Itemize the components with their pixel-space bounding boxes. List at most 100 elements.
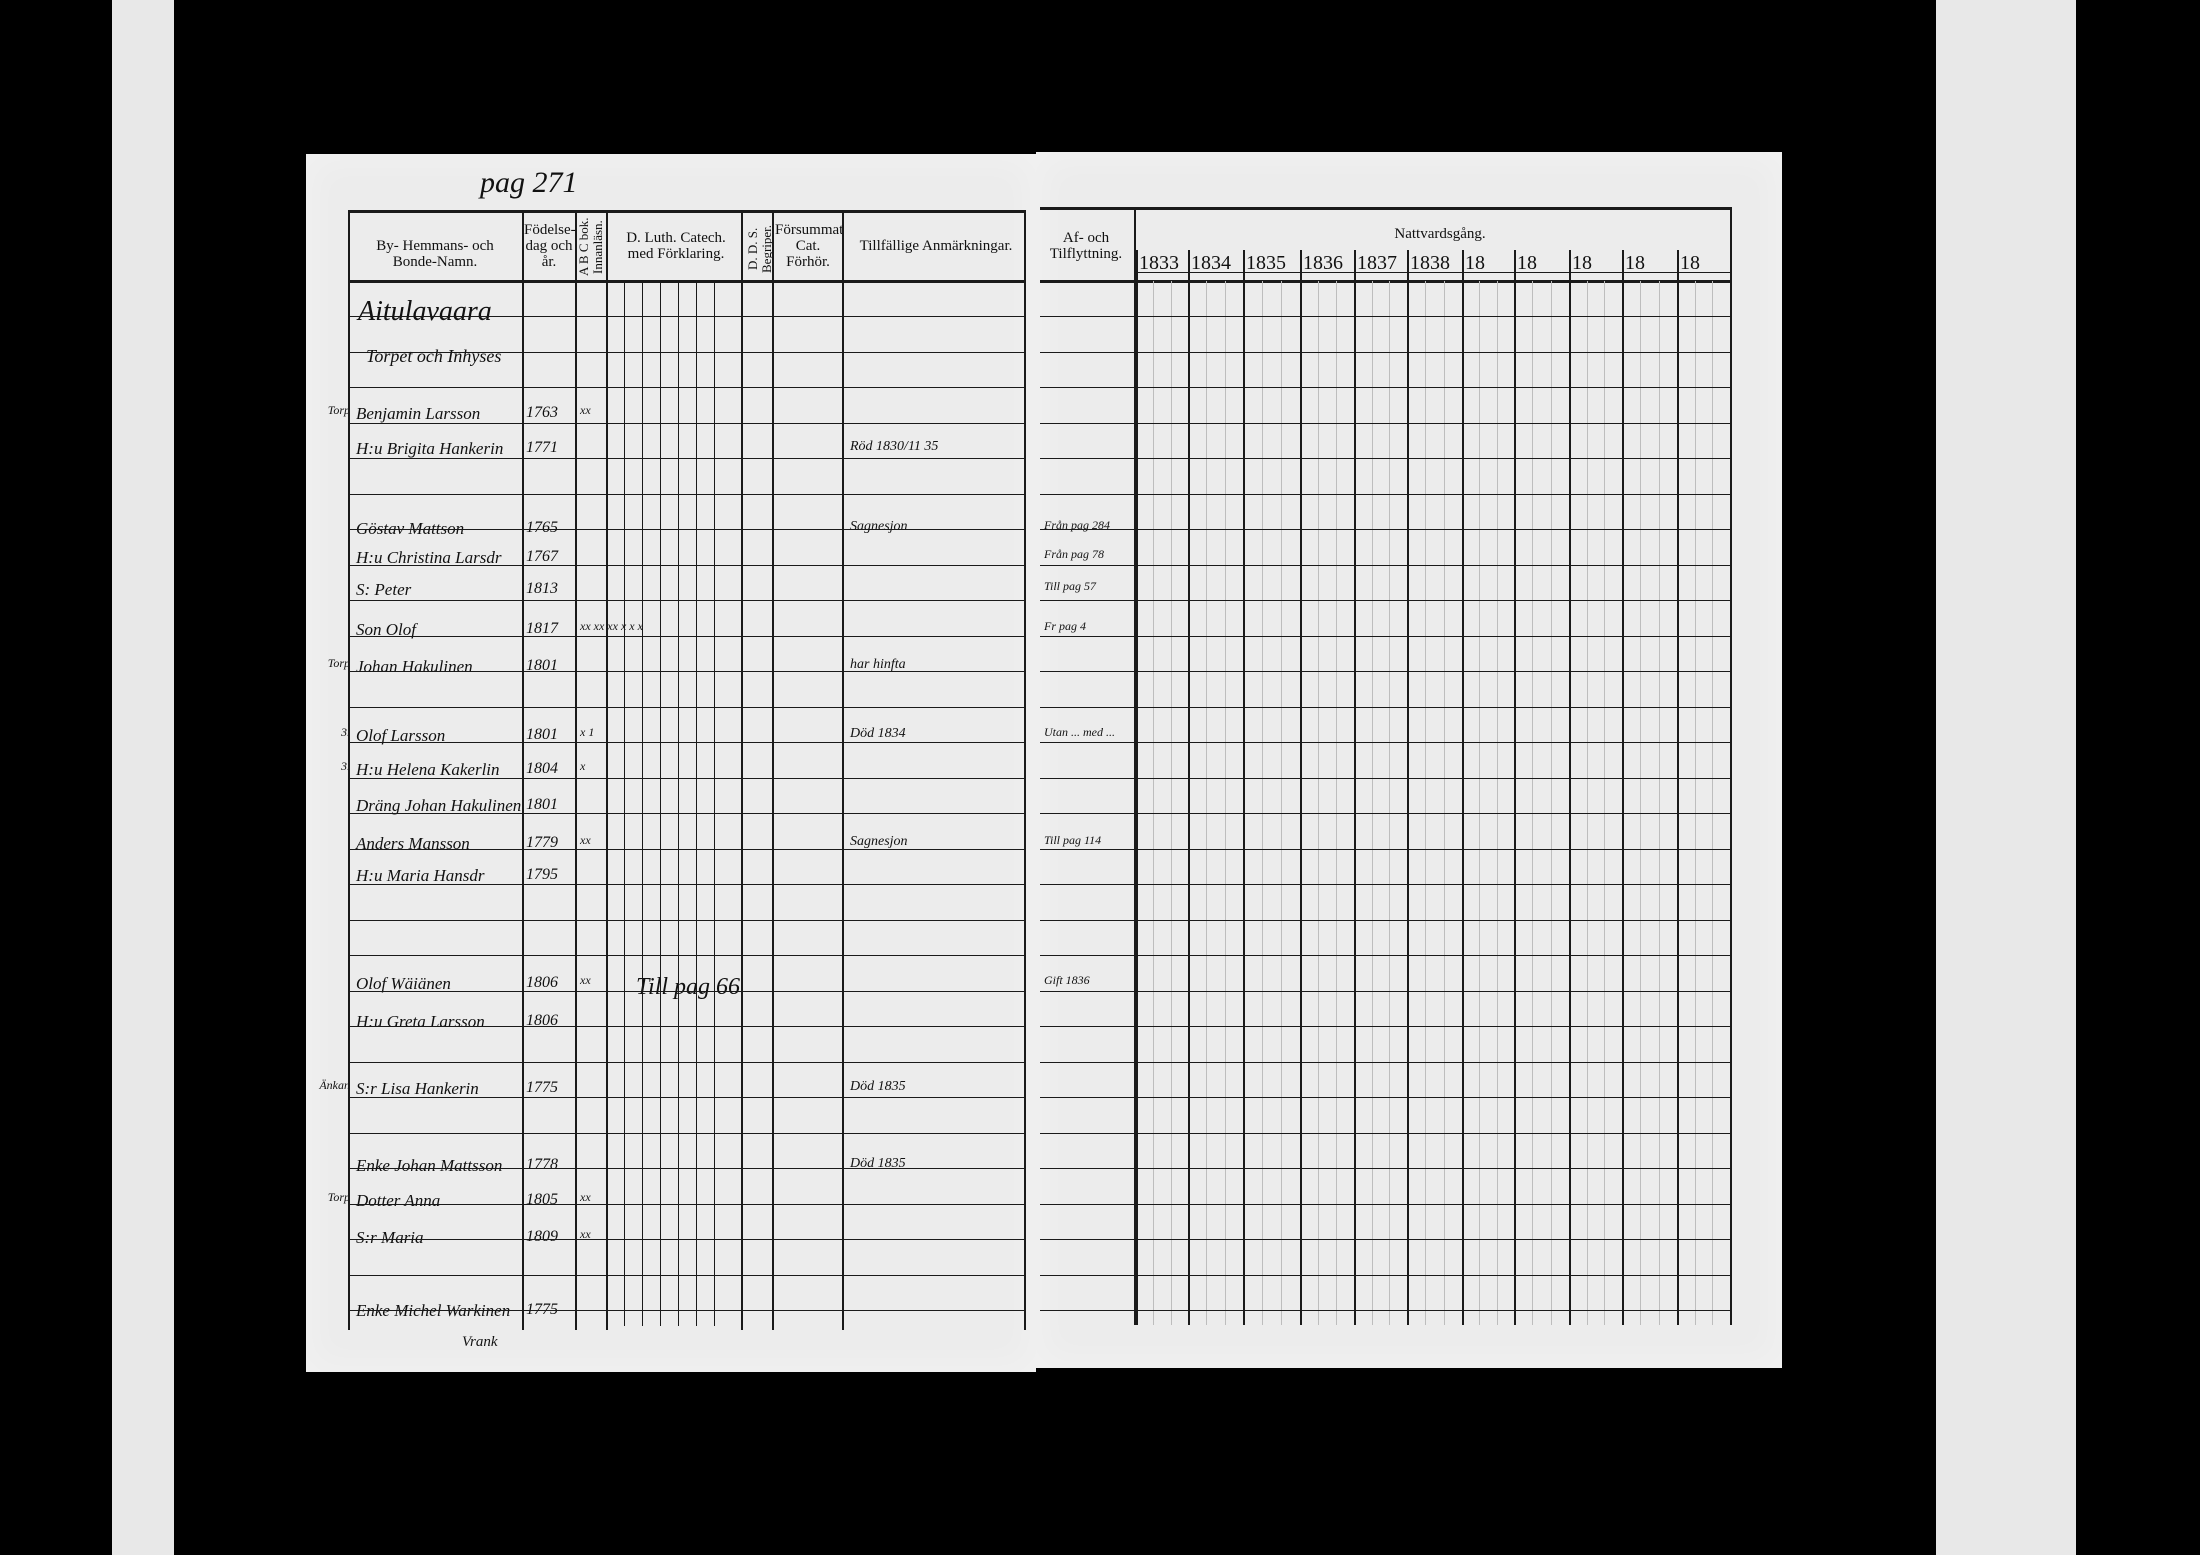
year-header: 18 bbox=[1465, 252, 1485, 274]
rule-line bbox=[1040, 778, 1732, 779]
rule-line bbox=[1318, 281, 1319, 1325]
person-name: S:r Maria bbox=[356, 1228, 424, 1247]
person-name: S:r Lisa Hankerin bbox=[356, 1079, 479, 1098]
person-name: Göstav Mattson bbox=[356, 519, 465, 538]
rule-line bbox=[741, 210, 743, 1330]
birth-year: 1817 bbox=[526, 620, 558, 637]
rule-line bbox=[1262, 281, 1263, 1325]
rule-line bbox=[1040, 387, 1732, 388]
birth-year: 1771 bbox=[526, 439, 558, 456]
rule-line bbox=[1040, 565, 1732, 566]
rule-line bbox=[348, 707, 1024, 708]
person-name: H:u Helena Kakerlin bbox=[356, 760, 500, 779]
rule-line bbox=[1243, 250, 1245, 1325]
rule-line bbox=[1206, 281, 1208, 1325]
birth-year: 1806 bbox=[526, 974, 558, 991]
rule-line bbox=[1040, 494, 1732, 495]
rule-line bbox=[348, 1239, 1024, 1240]
row-prefix: Torp bbox=[327, 656, 350, 670]
rule-line bbox=[1336, 281, 1337, 1325]
rule-line bbox=[642, 281, 643, 1326]
rule-line bbox=[624, 281, 625, 1326]
rule-line bbox=[1040, 1275, 1732, 1276]
rule-line bbox=[1040, 207, 1732, 210]
footer-note: Vrank bbox=[462, 1334, 498, 1350]
abc-marks: xx bbox=[580, 1190, 591, 1204]
birth-year: 1805 bbox=[526, 1191, 558, 1208]
rule-line bbox=[1712, 281, 1714, 1325]
rule-line bbox=[1677, 250, 1679, 1325]
rule-line bbox=[1040, 1310, 1732, 1311]
rule-line bbox=[348, 565, 1024, 566]
rule-line bbox=[1170, 281, 1172, 1325]
abc-marks: x bbox=[580, 759, 586, 773]
moving-note: Gift 1836 bbox=[1044, 973, 1090, 987]
rule-line bbox=[348, 813, 1024, 814]
person-name: Enke Johan Mattsson bbox=[356, 1156, 503, 1175]
rule-line bbox=[1496, 281, 1498, 1325]
rule-line bbox=[1040, 849, 1732, 850]
rule-line bbox=[1136, 250, 1138, 1325]
rule-line bbox=[842, 210, 844, 1330]
rule-line bbox=[1389, 281, 1391, 1325]
year-header: 18 bbox=[1572, 252, 1592, 274]
header-missed: Försummat Cat. Förhör. bbox=[775, 222, 844, 270]
rule-line bbox=[348, 600, 1024, 601]
row-prefix: Änkan bbox=[319, 1078, 350, 1092]
rule-line bbox=[1479, 281, 1481, 1325]
rule-line bbox=[1040, 955, 1732, 956]
birth-year: 1801 bbox=[526, 657, 558, 674]
moving-note: Till pag 114 bbox=[1044, 833, 1102, 847]
person-name: Olof Wäiänen bbox=[356, 974, 451, 993]
birth-year: 1778 bbox=[526, 1156, 558, 1173]
person-name: Dräng Johan Hakulinen bbox=[356, 796, 522, 815]
rule-line bbox=[1622, 250, 1624, 1325]
moving-note: Från pag 284 bbox=[1044, 518, 1110, 532]
rule-line bbox=[1040, 600, 1732, 601]
rule-line bbox=[348, 1062, 1024, 1063]
birth-year: 1763 bbox=[526, 404, 558, 421]
person-name: Benjamin Larsson bbox=[356, 404, 481, 423]
abc-marks: x 1 bbox=[580, 725, 595, 739]
rule-line bbox=[1354, 250, 1356, 1325]
rule-line bbox=[1658, 281, 1660, 1325]
rule-line bbox=[348, 316, 1024, 317]
remark: Till pag 66 bbox=[636, 974, 741, 1000]
right-page bbox=[1036, 152, 1782, 1368]
rule-line bbox=[1569, 250, 1571, 1325]
birth-year: 1775 bbox=[526, 1301, 558, 1318]
moving-note: Fr pag 4 bbox=[1044, 619, 1086, 633]
moving-note: Från pag 78 bbox=[1044, 547, 1104, 561]
birth-year: 1775 bbox=[526, 1079, 558, 1096]
rule-line bbox=[1604, 281, 1606, 1325]
rule-line bbox=[1040, 707, 1732, 708]
left-page bbox=[306, 154, 1036, 1372]
birth-year: 1801 bbox=[526, 726, 558, 743]
rule-line bbox=[1640, 281, 1642, 1325]
rule-line bbox=[660, 281, 661, 1326]
header-name: By- Hemmans- och Bonde-Namn. bbox=[376, 238, 494, 270]
year-header: 1833 bbox=[1139, 252, 1179, 274]
rule-line bbox=[348, 884, 1024, 885]
rule-line bbox=[348, 1133, 1024, 1134]
birth-year: 1801 bbox=[526, 796, 558, 813]
rule-line bbox=[575, 210, 577, 1330]
remark: Död 1834 bbox=[850, 726, 906, 741]
rule-line bbox=[348, 1275, 1024, 1276]
rule-line bbox=[1040, 1097, 1732, 1098]
rule-line bbox=[522, 210, 524, 1330]
rule-line bbox=[1040, 352, 1732, 353]
place-heading: Aitulavaara bbox=[358, 296, 492, 327]
right-film-strip bbox=[1936, 0, 2076, 1555]
person-name: H:u Maria Hansdr bbox=[356, 866, 485, 885]
header-abc: A B C bok. Innanläsn. bbox=[576, 217, 605, 277]
rule-line bbox=[348, 1310, 1024, 1311]
rule-line bbox=[1153, 281, 1155, 1325]
year-header: 1837 bbox=[1357, 252, 1397, 274]
header-remarks: Tillfällige Anmärkningar. bbox=[859, 238, 1013, 254]
rule-line bbox=[1040, 1239, 1732, 1240]
year-header: 1838 bbox=[1410, 252, 1450, 274]
rule-line bbox=[1730, 207, 1732, 1325]
birth-year: 1795 bbox=[526, 866, 558, 883]
rule-line bbox=[1040, 884, 1732, 885]
